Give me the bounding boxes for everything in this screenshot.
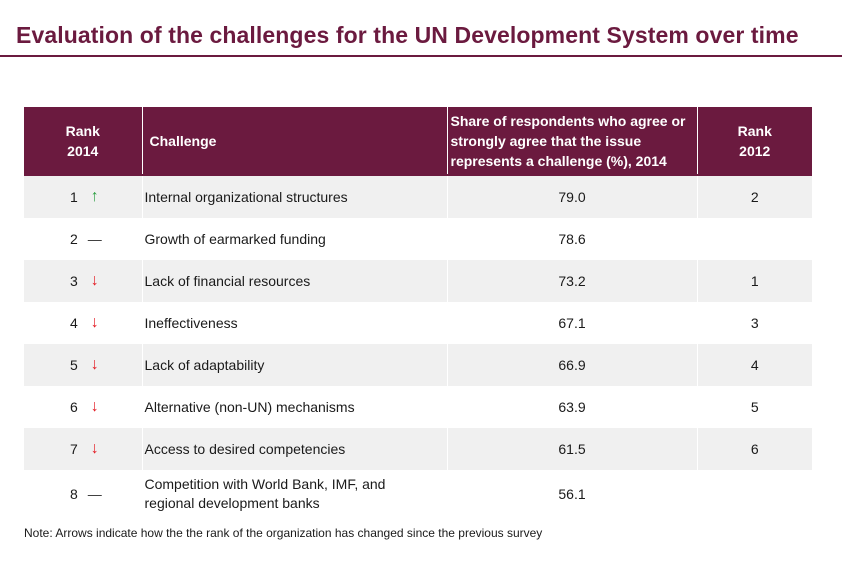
cell-challenge: Ineffectiveness — [142, 302, 448, 344]
cell-rank-2014: 1 ↑ — [24, 174, 143, 218]
title-divider — [0, 55, 842, 57]
challenge-text: Ineffectiveness — [144, 314, 238, 331]
rank-group: 1 ↑ — [62, 188, 104, 206]
header-rank-2012-line1: Rank — [737, 122, 772, 139]
page-title: Evaluation of the challenges for the UN … — [16, 22, 799, 48]
cell-challenge: Growth of earmarked funding — [142, 218, 448, 260]
arrow-down-icon: ↓ — [90, 356, 99, 373]
table-row: 1 ↑ Internal organizational structures 79.0… — [24, 174, 812, 218]
challenge-text: Access to desired competencies — [144, 440, 346, 457]
cell-share: 61.5 — [447, 428, 698, 470]
table-row: 8— Competition with World Bank, IMF, and r… — [24, 470, 812, 517]
rank-2014-value: 7 — [69, 441, 78, 457]
cell-rank-2012: 6 — [697, 428, 812, 470]
header-share: Share of respondents who agree or strong… — [447, 107, 698, 175]
arrow-down-icon: ↓ — [90, 314, 99, 331]
cell-rank-2014: 6 ↓ — [24, 386, 143, 428]
challenges-table: Rank 2014 Challenge Share of respondents… — [24, 107, 812, 517]
table-header-row: Rank 2014 Challenge Share of respondents… — [24, 107, 812, 175]
header-rank-2014-line1: Rank — [65, 122, 100, 139]
rank-group: 5 ↓ — [62, 356, 104, 374]
cell-rank-2014: 4 ↓ — [24, 302, 143, 344]
table-row: 6 ↓ Alternative (non-UN) mechanisms 63.9 5 — [24, 386, 812, 428]
footnote: Note: Arrows indicate how the the rank o… — [24, 526, 543, 540]
cell-challenge: Access to desired competencies — [142, 428, 448, 470]
rank-2014-value: 4 — [69, 315, 78, 331]
header-share-line2: strongly agree that the issue — [450, 132, 642, 149]
table-row: 7 ↓ Access to desired competencies 61.5 6 — [24, 428, 812, 470]
challenge-text: Lack of financial resources — [144, 272, 311, 289]
header-rank-2012-line2: 2012 — [739, 142, 771, 159]
table-row: 3 ↓ Lack of financial resources 73.2 1 — [24, 260, 812, 302]
rank-2014-value: 3 — [69, 273, 78, 289]
arrow-down-icon: ↓ — [90, 440, 99, 457]
rank-2014-value: 8 — [69, 485, 78, 502]
rank-2014-value: 1 — [69, 189, 78, 205]
cell-rank-2012: 2 — [697, 174, 812, 218]
rank-group: 8— — [62, 486, 104, 502]
rank-2014-value: 2 — [69, 231, 78, 247]
table-row: 5 ↓ Lack of adaptability 66.9 4 — [24, 344, 812, 386]
dash-icon: — — [87, 485, 102, 502]
rank-group: 7 ↓ — [62, 440, 104, 458]
cell-rank-2012: 5 — [697, 386, 812, 428]
cell-rank-2012 — [697, 218, 812, 260]
challenge-text: regional development banks — [144, 494, 320, 511]
table-row: 4 ↓ Ineffectiveness 67.1 3 — [24, 302, 812, 344]
header-challenge: Challenge — [142, 107, 448, 175]
cell-rank-2014: 2— — [24, 218, 143, 260]
dash-icon: — — [87, 231, 102, 247]
cell-share: 67.1 — [447, 302, 698, 344]
cell-share: 73.2 — [447, 260, 698, 302]
header-rank-2012: Rank 2012 — [697, 107, 812, 175]
rank-group: 6 ↓ — [62, 398, 104, 416]
cell-rank-2012 — [697, 470, 812, 517]
cell-rank-2014: 3 ↓ — [24, 260, 143, 302]
cell-challenge: Alternative (non-UN) mechanisms — [142, 386, 448, 428]
header-rank-2014: Rank 2014 — [24, 107, 143, 175]
challenge-text: Alternative (non-UN) mechanisms — [144, 398, 355, 415]
header-share-line3: represents a challenge (%), 2014 — [450, 152, 667, 169]
arrow-down-icon: ↓ — [90, 272, 99, 289]
cell-rank-2014: 5 ↓ — [24, 344, 143, 386]
cell-rank-2012: 3 — [697, 302, 812, 344]
rank-group: 3 ↓ — [62, 272, 104, 290]
cell-challenge: Internal organizational structures — [142, 174, 448, 218]
challenge-text: Internal organizational structures — [144, 188, 348, 205]
cell-rank-2014: 7 ↓ — [24, 428, 143, 470]
rank-2014-value: 6 — [69, 399, 78, 415]
cell-challenge: Lack of financial resources — [142, 260, 448, 302]
arrow-up-icon: ↑ — [90, 188, 99, 205]
cell-share: 79.0 — [447, 174, 698, 218]
challenge-text: Lack of adaptability — [144, 356, 265, 373]
header-rank-2014-line2: 2014 — [67, 142, 99, 159]
cell-rank-2012: 4 — [697, 344, 812, 386]
rank-group: 4 ↓ — [62, 314, 104, 332]
header-share-line1: Share of respondents who agree or — [450, 112, 686, 129]
cell-share: 66.9 — [447, 344, 698, 386]
cell-share: 56.1 — [447, 470, 698, 517]
arrow-down-icon: ↓ — [90, 398, 99, 415]
challenge-text: Competition with World Bank, IMF, and — [144, 475, 386, 492]
cell-share: 63.9 — [447, 386, 698, 428]
cell-rank-2014: 8— — [24, 470, 143, 517]
cell-rank-2012: 1 — [697, 260, 812, 302]
challenge-text: Growth of earmarked funding — [144, 230, 326, 247]
cell-challenge: Lack of adaptability — [142, 344, 448, 386]
rank-2014-value: 5 — [69, 357, 78, 373]
table-row: 2— Growth of earmarked funding 78.6 — [24, 218, 812, 260]
table-body: 1 ↑ Internal organizational structures 79.0… — [24, 174, 812, 517]
rank-group: 2— — [62, 231, 104, 247]
cell-share: 78.6 — [447, 218, 698, 260]
cell-challenge: Competition with World Bank, IMF, and reg… — [142, 470, 448, 517]
